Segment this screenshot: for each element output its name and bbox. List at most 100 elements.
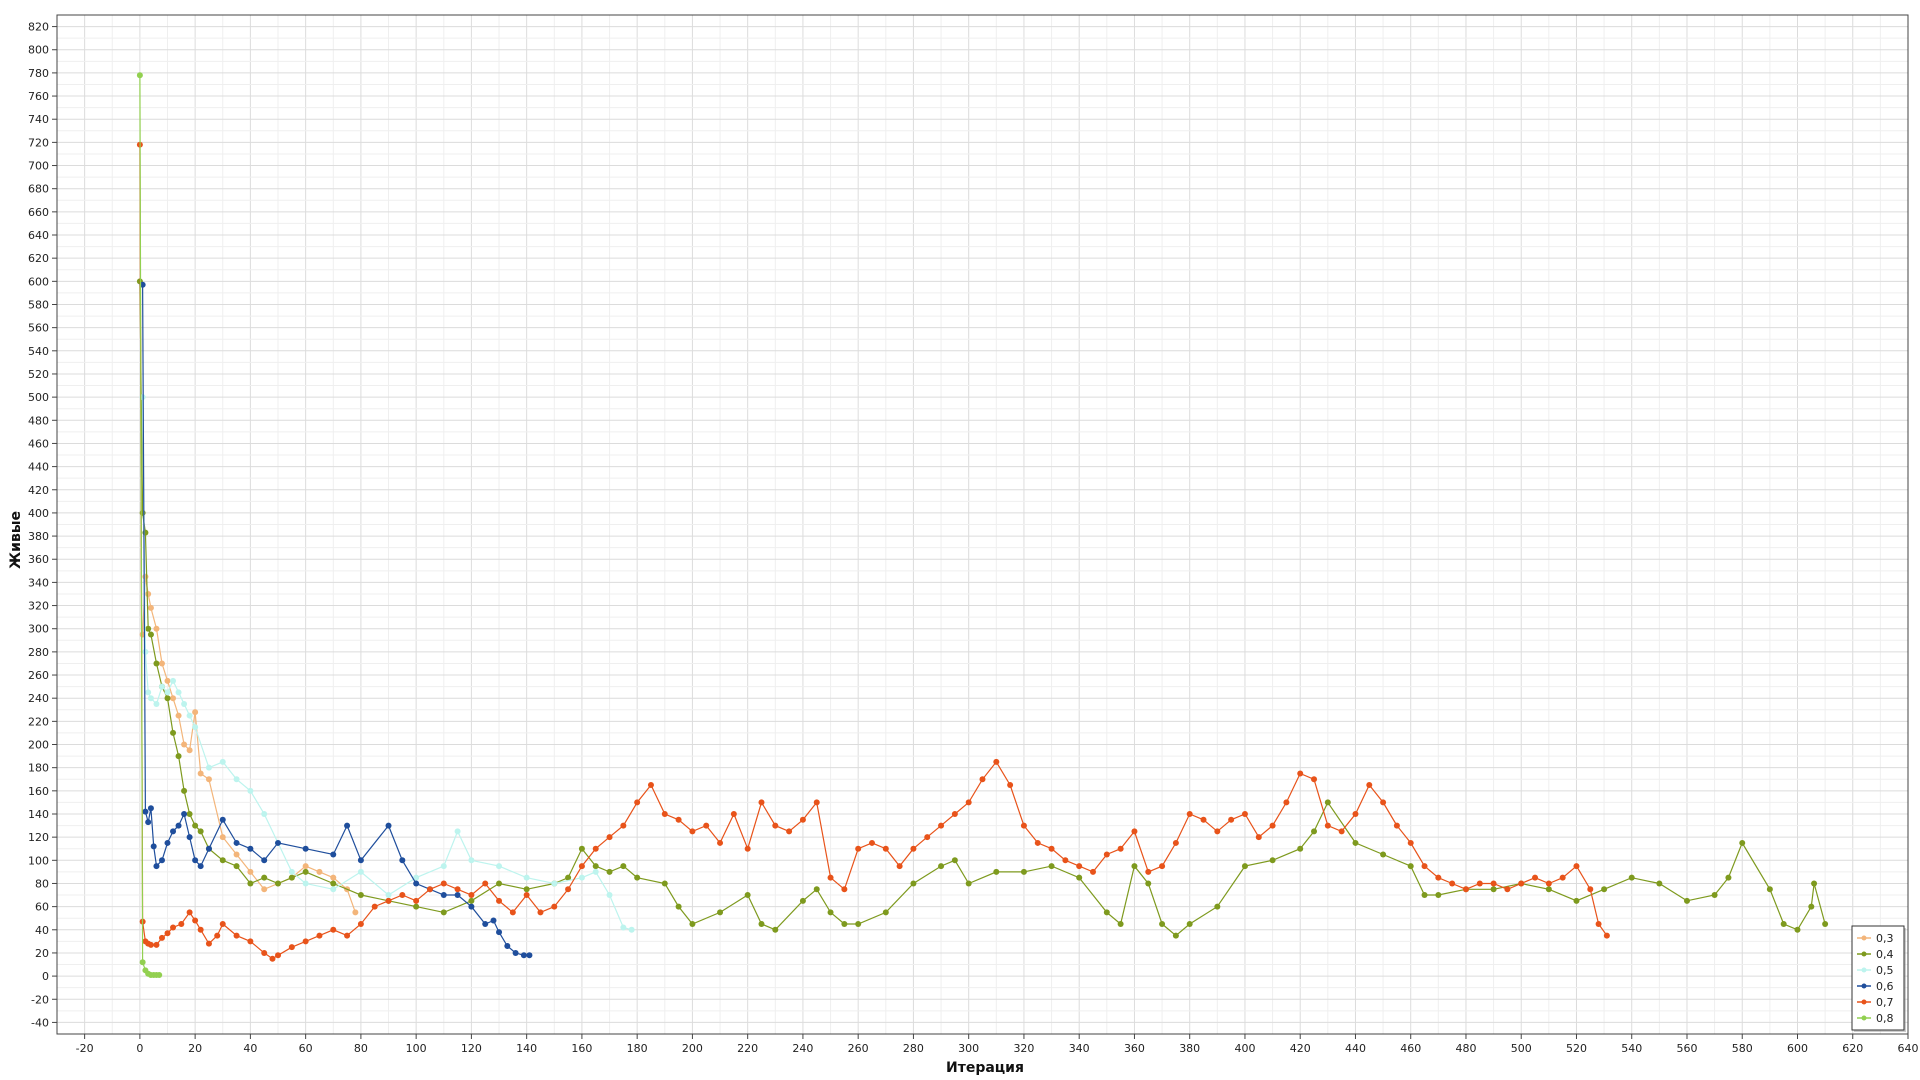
- x-tick-label: 600: [1787, 1042, 1808, 1055]
- data-point: [214, 932, 221, 939]
- data-point: [158, 857, 165, 864]
- data-point: [1518, 880, 1525, 887]
- y-tick-label: 500: [28, 391, 49, 404]
- data-point: [1628, 874, 1635, 881]
- data-point: [620, 924, 627, 931]
- data-point: [1573, 863, 1580, 870]
- series-0,8: [136, 72, 163, 978]
- data-point: [592, 863, 599, 870]
- data-point: [1338, 828, 1345, 835]
- data-point: [197, 770, 204, 777]
- data-point: [855, 845, 862, 852]
- x-tick-label: 640: [1898, 1042, 1919, 1055]
- data-point: [592, 845, 599, 852]
- data-point: [275, 880, 282, 887]
- data-point: [164, 677, 171, 684]
- data-point: [1062, 857, 1069, 864]
- data-point: [357, 868, 364, 875]
- data-point: [813, 886, 820, 893]
- x-tick-label: 200: [682, 1042, 703, 1055]
- data-point: [153, 625, 160, 632]
- y-tick-label: 640: [28, 229, 49, 242]
- data-point: [413, 880, 420, 887]
- y-tick-label: 800: [28, 44, 49, 57]
- data-point: [1822, 920, 1829, 927]
- y-tick-label: 140: [28, 808, 49, 821]
- x-tick-label: 580: [1732, 1042, 1753, 1055]
- data-point: [468, 897, 475, 904]
- data-point: [1034, 839, 1041, 846]
- legend-marker: [1861, 983, 1867, 989]
- data-point: [509, 909, 516, 916]
- y-tick-label: -20: [31, 993, 49, 1006]
- y-tick-label: 200: [28, 739, 49, 752]
- data-point: [454, 886, 461, 893]
- data-point: [468, 857, 475, 864]
- data-point: [139, 959, 146, 966]
- data-point: [454, 892, 461, 899]
- data-point: [799, 897, 806, 904]
- data-point: [302, 863, 309, 870]
- data-point: [910, 880, 917, 887]
- data-point: [551, 903, 558, 910]
- data-point: [606, 834, 613, 841]
- data-point: [496, 880, 503, 887]
- data-point: [1462, 886, 1469, 893]
- data-point: [1573, 897, 1580, 904]
- data-point: [219, 758, 226, 765]
- data-point: [993, 758, 1000, 765]
- y-tick-label: 20: [35, 947, 49, 960]
- data-point: [261, 810, 268, 817]
- data-point: [620, 863, 627, 870]
- data-point: [1255, 834, 1262, 841]
- y-tick-label: 620: [28, 252, 49, 265]
- data-point: [344, 822, 351, 829]
- data-point: [1407, 839, 1414, 846]
- data-point: [1449, 880, 1456, 887]
- data-point: [565, 886, 572, 893]
- data-point: [205, 764, 212, 771]
- data-point: [1366, 782, 1373, 789]
- data-point: [1656, 880, 1663, 887]
- data-point: [164, 839, 171, 846]
- data-point: [261, 874, 268, 881]
- data-point: [288, 944, 295, 951]
- data-point: [175, 712, 182, 719]
- data-point: [145, 590, 152, 597]
- data-point: [744, 892, 751, 899]
- series-0,4: [136, 278, 1829, 939]
- data-point: [170, 695, 177, 702]
- data-point: [181, 810, 188, 817]
- data-point: [1504, 886, 1511, 893]
- legend-label: 0,4: [1876, 948, 1894, 961]
- data-point: [1145, 880, 1152, 887]
- x-tick-label: 140: [516, 1042, 537, 1055]
- legend-label: 0,3: [1876, 932, 1894, 945]
- data-point: [186, 834, 193, 841]
- y-tick-label: -40: [31, 1016, 49, 1029]
- plot-area: [56, 14, 1909, 1035]
- data-point: [841, 886, 848, 893]
- data-point: [620, 822, 627, 829]
- y-tick-label: 780: [28, 67, 49, 80]
- data-point: [758, 799, 765, 806]
- y-tick-label: 480: [28, 414, 49, 427]
- data-point: [139, 509, 146, 516]
- data-point: [158, 934, 165, 941]
- data-point: [1131, 828, 1138, 835]
- y-tick-label: 320: [28, 600, 49, 613]
- data-point: [142, 573, 149, 580]
- data-point: [139, 281, 146, 288]
- y-axis: -40 -20 0 20 40 60 80 100 120 140 160 180 200 220 240 2…: [28, 21, 57, 1029]
- data-point: [606, 892, 613, 899]
- data-point: [197, 863, 204, 870]
- data-point: [1159, 863, 1166, 870]
- data-point: [496, 863, 503, 870]
- data-point: [440, 892, 447, 899]
- y-tick-label: 520: [28, 368, 49, 381]
- data-point: [186, 909, 193, 916]
- data-point: [288, 868, 295, 875]
- data-point: [302, 845, 309, 852]
- data-point: [1269, 822, 1276, 829]
- data-point: [385, 892, 392, 899]
